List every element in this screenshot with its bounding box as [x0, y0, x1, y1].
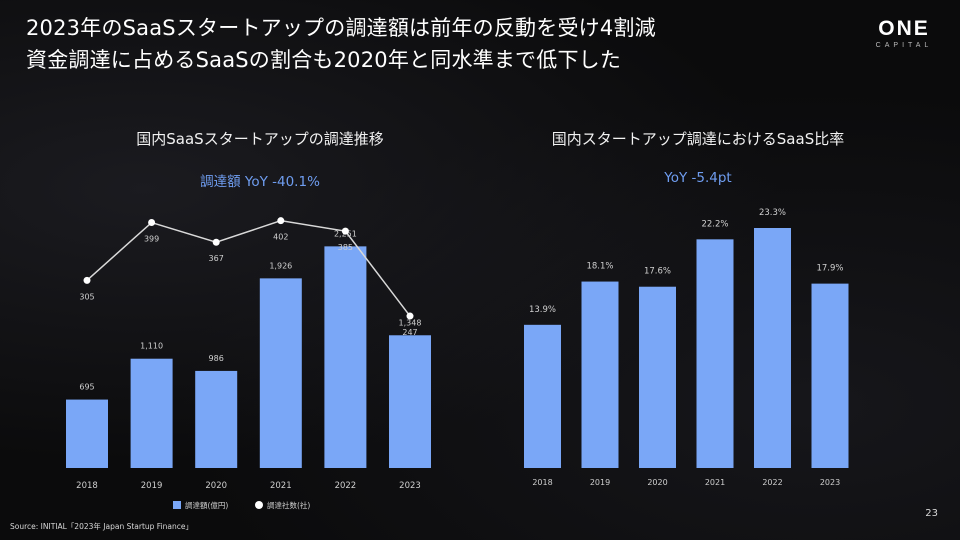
- left-line-label-2022: 385: [338, 243, 353, 252]
- headline-line-2: 資金調達に占めるSaaSの割合も2020年と同水準まで低下した: [26, 48, 622, 72]
- left-line-point-2019: [148, 219, 156, 227]
- right-bar-label-2019: 18.1%: [586, 262, 613, 272]
- left-line-point-2018: [83, 276, 91, 284]
- legend-bar-label: 調達額(億円): [185, 500, 228, 510]
- left-bar-2018: [66, 399, 108, 468]
- left-line-label-2018: 305: [79, 292, 94, 301]
- left-bar-label-2020: 986: [209, 354, 224, 363]
- right-bar-label-2021: 22.2%: [701, 219, 728, 229]
- headline: 2023年のSaaSスタートアップの調達額は前年の反動を受け4割減 資金調達に占…: [26, 12, 806, 76]
- right-bar-label-2020: 17.6%: [644, 267, 671, 277]
- right-bar-label-2023: 17.9%: [816, 264, 843, 274]
- left-bar-2019: [130, 358, 173, 468]
- headline-line-1: 2023年のSaaSスタートアップの調達額は前年の反動を受け4割減: [26, 16, 656, 40]
- left-x-tick-2019: 2019: [141, 481, 163, 491]
- left-bar-label-2021: 1,926: [269, 261, 292, 270]
- left-x-tick-2022: 2022: [335, 481, 357, 491]
- right-x-tick-2018: 2018: [532, 478, 552, 487]
- page-number: 23: [925, 508, 938, 519]
- legend-bar-swatch: [173, 501, 181, 509]
- right-bar-2022: [754, 228, 791, 468]
- left-chart-title: 国内SaaSスタートアップの調達推移: [136, 130, 384, 148]
- left-line-label-2023: 247: [402, 328, 417, 337]
- right-x-tick-2023: 2023: [820, 478, 840, 487]
- logo-mark: ONE: [878, 17, 930, 40]
- left-bar-label-2023: 1,348: [399, 318, 422, 327]
- left-x-tick-2018: 2018: [76, 481, 98, 491]
- left-x-tick-2021: 2021: [270, 481, 292, 491]
- logo-sub: CAPITAL: [875, 42, 933, 49]
- left-line-label-2019: 399: [144, 235, 159, 244]
- right-bar-2018: [524, 324, 561, 468]
- right-bar-2021: [696, 239, 734, 468]
- left-chart-subtitle: 調達額 YoY -40.1%: [200, 174, 320, 190]
- left-line-point-2020: [212, 238, 220, 246]
- right-bar-2023: [811, 283, 849, 468]
- right-chart-subtitle: YoY -5.4pt: [664, 170, 732, 186]
- right-bar-2019: [581, 281, 619, 468]
- left-bar-2022: [324, 246, 367, 468]
- right-x-tick-2020: 2020: [647, 478, 667, 487]
- right-bar-2020: [639, 286, 676, 468]
- left-bar-2023: [389, 335, 431, 468]
- one-capital-logo: ONE CAPITAL: [868, 17, 940, 50]
- left-x-tick-2020: 2020: [205, 481, 227, 491]
- left-line-point-2023: [406, 312, 414, 320]
- left-x-tick-2023: 2023: [399, 481, 421, 491]
- right-x-tick-2021: 2021: [705, 478, 725, 487]
- right-x-tick-2022: 2022: [762, 478, 782, 487]
- left-bar-2020: [195, 370, 238, 468]
- source-note: Source: INITIAL「2023年 Japan Startup Fina…: [10, 522, 193, 531]
- left-line-label-2021: 402: [273, 233, 288, 242]
- left-bar-label-2018: 695: [79, 383, 94, 392]
- legend-line-swatch: [255, 501, 263, 509]
- left-bar-2021: [259, 278, 302, 468]
- right-bar-label-2018: 13.9%: [529, 305, 556, 315]
- right-chart-title: 国内スタートアップ調達におけるSaaS比率: [551, 130, 845, 148]
- left-line-label-2020: 367: [209, 254, 224, 263]
- left-bar-label-2019: 1,110: [140, 342, 163, 351]
- left-line-point-2022: [341, 227, 349, 235]
- left-line-series: [86, 219, 411, 317]
- right-x-tick-2019: 2019: [590, 478, 610, 487]
- legend-line-label: 調達社数(社): [267, 500, 310, 510]
- left-line-point-2021: [277, 217, 285, 225]
- right-bar-label-2022: 23.3%: [759, 208, 786, 218]
